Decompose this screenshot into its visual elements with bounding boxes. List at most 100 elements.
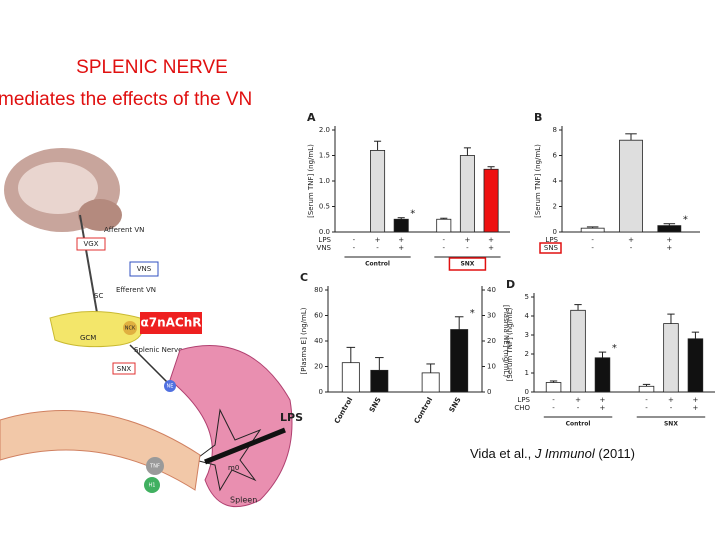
y-axis-label: [Serum TNF] (ng/mL) xyxy=(307,144,315,218)
vessel xyxy=(0,410,201,491)
h1: H1 xyxy=(149,483,156,489)
brain-inner xyxy=(18,162,98,214)
splenic-nerve-line xyxy=(129,344,171,386)
x-tick-label: Control xyxy=(413,396,434,425)
bar xyxy=(638,385,655,393)
row-sign: - xyxy=(466,244,469,252)
y-tick-label: 0 xyxy=(319,388,323,396)
y-tick-label: 20 xyxy=(314,363,323,371)
row-sign: + xyxy=(375,236,381,244)
row-sign: - xyxy=(591,236,594,244)
bar xyxy=(393,218,409,233)
row-sign: - xyxy=(552,396,555,404)
row-sign: - xyxy=(670,404,673,412)
bar xyxy=(570,309,586,393)
y-tick-label: 6 xyxy=(553,152,558,160)
bar xyxy=(483,168,499,233)
nck-cell xyxy=(123,321,137,335)
y-tick-label: 4 xyxy=(525,312,530,320)
y-tick-label: 0 xyxy=(553,228,557,236)
snx-box xyxy=(112,362,136,375)
bar xyxy=(657,225,682,233)
title-line2: mediates the effects of the VN xyxy=(0,89,252,110)
bar xyxy=(545,382,562,393)
panel-letter: C xyxy=(300,271,308,284)
spleen: Spleen xyxy=(230,496,257,505)
row-label: LPS xyxy=(318,236,331,244)
lps: LPS xyxy=(280,411,303,424)
group-label: SNX xyxy=(460,261,474,268)
bar xyxy=(619,139,643,233)
row-sign: - xyxy=(577,404,580,412)
highlight-box xyxy=(539,242,562,254)
panel-letter: B xyxy=(534,111,542,124)
macrophage-shape xyxy=(193,408,262,492)
row-sign: + xyxy=(398,236,404,244)
row-sign: - xyxy=(443,236,446,244)
y-tick-label: 0.5 xyxy=(319,203,330,211)
row-label: VNS xyxy=(317,244,332,252)
macrophage: m0 xyxy=(228,464,239,472)
x-tick-label: SNS xyxy=(368,396,383,414)
bar xyxy=(580,227,605,233)
row-sign: + xyxy=(666,244,672,252)
row-sign: + xyxy=(692,396,698,404)
vns-box xyxy=(129,261,159,277)
highlight-box xyxy=(448,257,487,271)
bar xyxy=(594,357,611,393)
citation: Vida et al., J Immunol (2011) xyxy=(470,446,635,461)
row-sign: + xyxy=(628,236,634,244)
row-sign: - xyxy=(353,244,356,252)
sc: SC xyxy=(94,292,103,300)
significance: * xyxy=(683,215,688,226)
row-sign: + xyxy=(692,404,698,412)
afferent: Afferent VN xyxy=(104,226,144,234)
bar xyxy=(450,329,469,393)
receptor: α7nAChR xyxy=(140,316,201,330)
x-tick-label: Control xyxy=(333,396,354,425)
nerve xyxy=(79,214,101,331)
row-sign: + xyxy=(488,236,494,244)
bar xyxy=(341,362,360,393)
y-tick-label: 3 xyxy=(525,331,529,339)
row-sign: - xyxy=(591,244,594,252)
y-tick-label: 0.0 xyxy=(319,228,330,236)
bar xyxy=(421,372,440,393)
ne: NE xyxy=(167,384,174,390)
nck: NCK xyxy=(125,326,136,332)
y-axis-label: [Plasma E] (ng/mL) xyxy=(300,307,308,374)
significance: * xyxy=(612,343,617,354)
y-tick-label: 1.0 xyxy=(319,177,330,185)
y2-axis-label: [Plasma NE] (ng/mL) xyxy=(502,305,510,377)
cerebellum xyxy=(78,199,122,231)
row-sign: + xyxy=(666,236,672,244)
vgx: VGX xyxy=(83,240,98,248)
significance: * xyxy=(410,209,415,220)
bar xyxy=(370,369,389,393)
citation-authors: Vida et al., xyxy=(470,446,535,461)
h1-cell xyxy=(144,477,160,493)
bar xyxy=(436,218,452,233)
y-tick-label: 60 xyxy=(314,312,323,320)
row-sign: - xyxy=(376,244,379,252)
y-axis-label: [Serum TNF] (ng/mL) xyxy=(506,307,514,381)
gcm: GCM xyxy=(80,334,96,342)
snx: SNX xyxy=(117,365,132,373)
y-tick-label: 1.5 xyxy=(319,152,330,160)
y-tick-label: 0 xyxy=(487,388,491,396)
vgx-box xyxy=(76,237,106,251)
citation-year: (2011) xyxy=(595,446,635,461)
bar xyxy=(459,155,475,233)
bar xyxy=(370,149,386,233)
diagram: VGX Afferent VN VNS Efferent VN SC GCM N… xyxy=(0,148,303,508)
y-tick-label: 40 xyxy=(314,337,323,345)
row-sign: + xyxy=(600,404,606,412)
bar xyxy=(663,323,679,393)
y-tick-label: 0 xyxy=(525,388,529,396)
y-tick-label: 30 xyxy=(487,312,496,320)
row-sign: - xyxy=(353,236,356,244)
splenic: Splenic Nerve xyxy=(134,346,182,354)
row-label: CHO xyxy=(514,404,530,412)
y-tick-label: 2 xyxy=(553,203,557,211)
